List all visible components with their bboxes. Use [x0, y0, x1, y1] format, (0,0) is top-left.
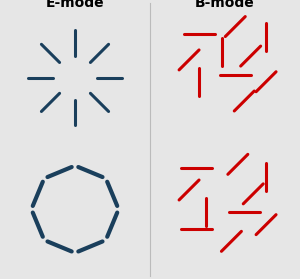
- Title: B-mode: B-mode: [195, 0, 255, 10]
- Title: E-mode: E-mode: [46, 0, 104, 10]
